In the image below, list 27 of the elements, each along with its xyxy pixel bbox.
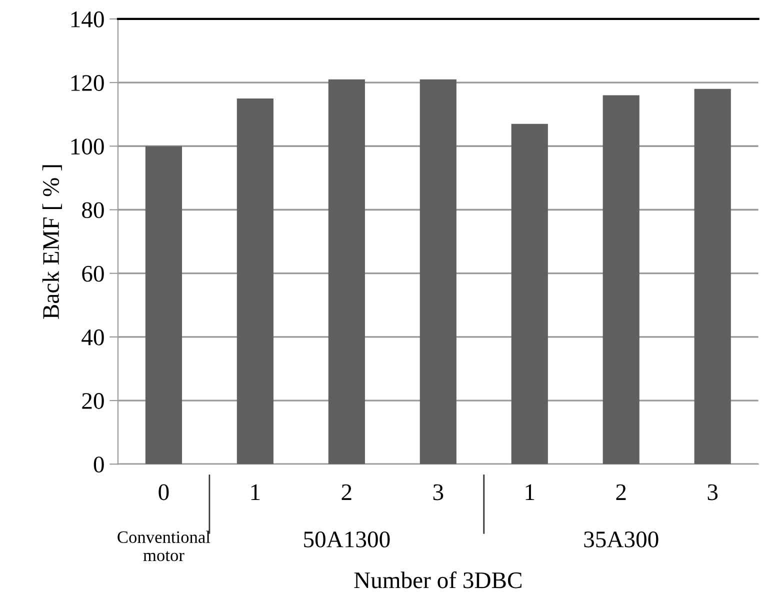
x-tick-label: 1 [251, 484, 260, 500]
y-tick-label: 40 [82, 329, 104, 346]
y-tick-label: 120 [71, 75, 104, 91]
x-tick-label: 2 [342, 484, 352, 500]
x-axis-title: Number of 3DBC [354, 571, 522, 588]
bar [420, 79, 456, 464]
y-tick-label: 140 [71, 11, 104, 28]
bar [511, 124, 548, 464]
x-tick-label: 3 [433, 484, 444, 500]
text: 50A1300 [304, 531, 390, 548]
x-tick-label: 2 [616, 484, 626, 500]
y-tick-label: 20 [82, 393, 104, 409]
y-tick-label: 0 [94, 456, 104, 473]
bar [145, 146, 182, 464]
x-tick-label: 3 [708, 484, 718, 500]
bar [694, 88, 731, 464]
bar [236, 98, 274, 464]
text: 35A300 [584, 531, 658, 548]
y-axis-title: Back EMF [ % ] [42, 165, 62, 319]
x-tick-label: 0 [158, 484, 169, 500]
text: Conventional motor [118, 530, 210, 562]
y-tick-label: 80 [82, 202, 104, 218]
bar [602, 95, 640, 464]
bar [328, 79, 365, 464]
y-tick-label: 100 [71, 138, 104, 155]
x-tick-label: 1 [526, 484, 534, 500]
y-tick-label: 60 [82, 266, 104, 282]
